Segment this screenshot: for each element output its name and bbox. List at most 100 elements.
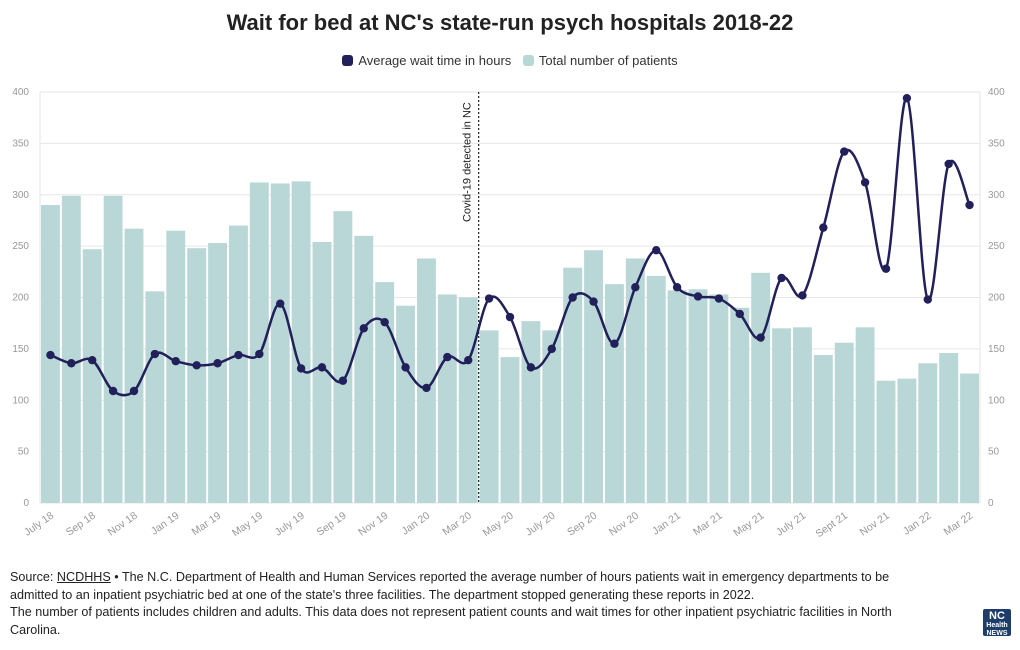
- point-Aug-21[interactable]: [819, 223, 828, 232]
- point-Aug-18[interactable]: [67, 359, 76, 368]
- bar-Jan-21[interactable]: [667, 290, 687, 503]
- point-Jan-21[interactable]: [672, 283, 682, 292]
- bar-Apr-19[interactable]: [229, 225, 248, 503]
- point-Jul-20[interactable]: [547, 344, 556, 354]
- point-May-21[interactable]: [756, 333, 765, 342]
- point-Mar-22[interactable]: [965, 200, 974, 210]
- bar-Feb-21[interactable]: [688, 289, 708, 503]
- point-Dec-21[interactable]: [902, 93, 912, 103]
- point-Mar-20[interactable]: [464, 355, 473, 365]
- point-Nov-18[interactable]: [129, 386, 139, 396]
- bar-Jul-19[interactable]: [291, 181, 311, 503]
- point-Feb-22[interactable]: [944, 159, 953, 169]
- point-Aug-19[interactable]: [317, 363, 327, 372]
- x-axis: July 18 Sep 18 Nov 18 Jan 19 Mar 19 May 19 Jul…: [22, 510, 975, 541]
- point-Apr-19[interactable]: [234, 350, 243, 360]
- bar-Mar-21[interactable]: [709, 294, 729, 503]
- point-Dec-18[interactable]: [150, 349, 160, 359]
- point-Mar-19[interactable]: [213, 359, 222, 368]
- bar-Sept-21[interactable]: [834, 342, 854, 503]
- bar-Apr-21[interactable]: [730, 307, 750, 503]
- point-Sep-18[interactable]: [88, 355, 97, 365]
- bar-Sep-19[interactable]: [333, 211, 353, 503]
- point-Sep-20[interactable]: [589, 297, 598, 306]
- point-Sep-19[interactable]: [338, 376, 348, 385]
- bar-Oct-18[interactable]: [103, 195, 123, 503]
- x-tick-May-19: May 19: [230, 510, 265, 540]
- point-Jun-19[interactable]: [276, 299, 285, 308]
- x-tick-Sep-19: Sep 19: [314, 510, 348, 539]
- bar-Mar-20[interactable]: [458, 297, 478, 504]
- bar-Oct-19[interactable]: [354, 235, 374, 503]
- bar-Aug-18[interactable]: [61, 195, 81, 503]
- bar-Feb-20[interactable]: [437, 294, 457, 503]
- point-Jan-22[interactable]: [923, 295, 932, 304]
- bar-Mar-22[interactable]: [960, 373, 979, 503]
- bar-Dec-19[interactable]: [396, 305, 415, 503]
- bar-Jul-21[interactable]: [793, 327, 812, 503]
- point-Apr-20[interactable]: [484, 294, 494, 303]
- point-Jan-20[interactable]: [422, 383, 431, 393]
- bar-Jun-21[interactable]: [772, 328, 791, 503]
- bar-Dec-20[interactable]: [646, 275, 666, 503]
- point-Jan-19[interactable]: [171, 357, 180, 366]
- point-Feb-20[interactable]: [443, 352, 452, 362]
- bar-Aug-21[interactable]: [813, 355, 833, 503]
- bar-Nov-20[interactable]: [625, 258, 645, 503]
- bar-Nov-19[interactable]: [375, 282, 395, 503]
- point-Sept-21[interactable]: [840, 147, 849, 156]
- bar-Dec-21[interactable]: [897, 378, 917, 503]
- legend-item-patients[interactable]: Total number of patients: [522, 53, 678, 68]
- bar-May-19[interactable]: [249, 182, 269, 504]
- point-Oct-20[interactable]: [610, 339, 619, 348]
- bar-Oct-21[interactable]: [855, 327, 875, 503]
- point-Oct-21[interactable]: [860, 178, 870, 187]
- bar-Feb-19[interactable]: [187, 248, 207, 503]
- bar-Jul-20[interactable]: [542, 330, 562, 503]
- y-tick-left-50: 50: [18, 447, 30, 458]
- point-Jul-21[interactable]: [798, 291, 807, 300]
- bar-Apr-20[interactable]: [479, 330, 499, 503]
- bar-Dec-18[interactable]: [145, 291, 165, 503]
- point-Dec-19[interactable]: [401, 363, 410, 372]
- point-May-19[interactable]: [255, 349, 264, 359]
- bar-Oct-20[interactable]: [605, 284, 624, 503]
- point-Apr-21[interactable]: [735, 309, 744, 319]
- point-Jun-21[interactable]: [777, 273, 786, 283]
- footer-note-2: The number of patients includes children…: [10, 605, 892, 637]
- point-Nov-21[interactable]: [881, 264, 891, 273]
- bar-Sep-20[interactable]: [584, 250, 603, 503]
- x-tick-Mar-22: Mar 22: [942, 510, 976, 539]
- point-May-20[interactable]: [505, 312, 515, 322]
- point-Feb-21[interactable]: [693, 292, 703, 301]
- point-Nov-19[interactable]: [380, 317, 389, 327]
- point-Jul-18[interactable]: [46, 350, 55, 360]
- bar-Sep-18[interactable]: [82, 249, 102, 503]
- source-link[interactable]: NCDHHS: [56, 570, 111, 584]
- x-tick-Jan-21: Jan 21: [650, 510, 683, 538]
- point-Oct-19[interactable]: [359, 324, 368, 333]
- legend-item-wait-time[interactable]: Average wait time in hours: [342, 53, 511, 68]
- bar-Nov-18[interactable]: [124, 228, 144, 503]
- bar-Jan-22[interactable]: [918, 363, 938, 503]
- bar-May-20[interactable]: [500, 357, 520, 503]
- bar-May-21[interactable]: [751, 272, 771, 503]
- bar-Nov-21[interactable]: [876, 380, 896, 503]
- bar-Mar-19[interactable]: [208, 243, 227, 504]
- bar-Aug-19[interactable]: [312, 242, 332, 503]
- point-Nov-20[interactable]: [631, 283, 640, 292]
- point-Mar-21[interactable]: [714, 294, 724, 303]
- point-Oct-18[interactable]: [108, 386, 118, 396]
- x-tick-May-21: May 21: [731, 510, 766, 540]
- bar-Feb-22[interactable]: [939, 352, 959, 503]
- point-Dec-20[interactable]: [652, 246, 661, 255]
- point-Jun-20[interactable]: [526, 363, 536, 372]
- bar-Aug-20[interactable]: [563, 267, 583, 503]
- bar-Jun-19[interactable]: [270, 183, 290, 503]
- bar-Jan-19[interactable]: [166, 230, 186, 503]
- point-Aug-20[interactable]: [568, 293, 577, 302]
- point-Feb-19[interactable]: [192, 361, 201, 370]
- bar-Jan-20[interactable]: [417, 258, 436, 503]
- point-Jul-19[interactable]: [296, 364, 306, 373]
- bar-Jun-20[interactable]: [521, 321, 541, 503]
